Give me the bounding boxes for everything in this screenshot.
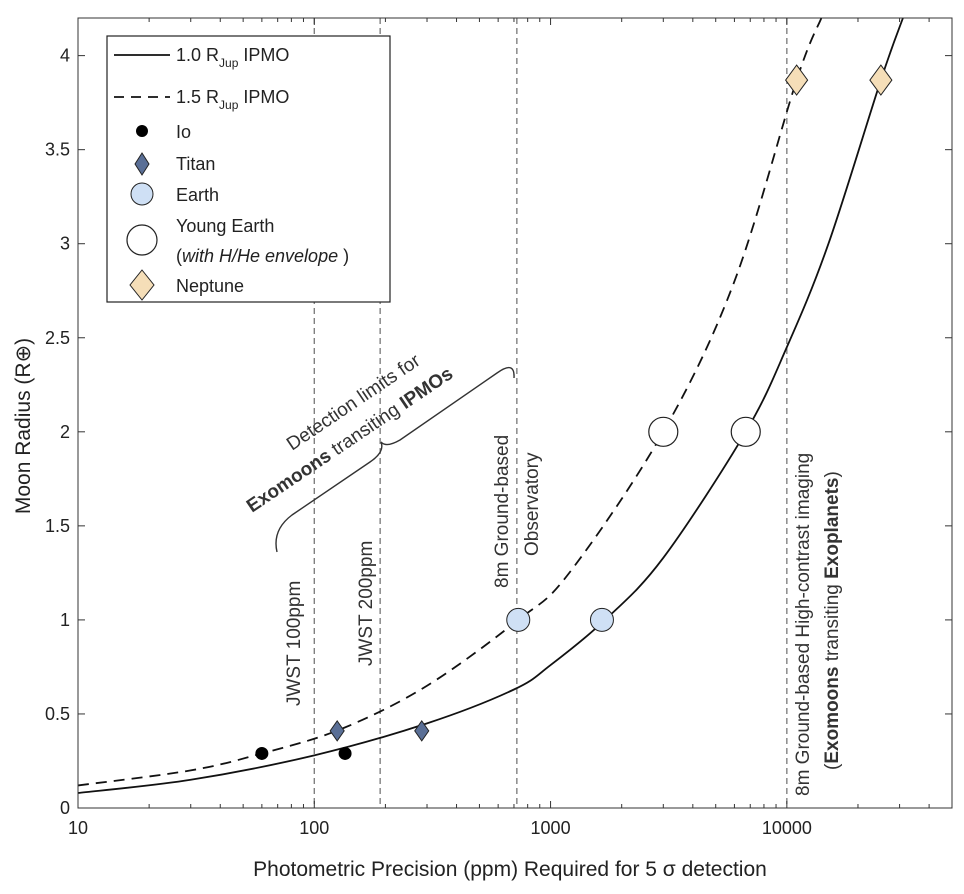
legend-young-earth-marker	[126, 224, 158, 256]
y-tick-label: 3	[60, 234, 70, 254]
vline-label-hc-2: (Exomoons transiting Exoplanets)	[822, 471, 843, 770]
y-tick-label: 0.5	[45, 704, 70, 724]
vline-label-ground-2: Observatory	[522, 452, 543, 556]
y-tick-label: 2	[60, 422, 70, 442]
plot-area	[78, 18, 904, 808]
x-tick-label: 100	[299, 818, 329, 838]
point-neptune-1	[869, 64, 893, 96]
curve-solid	[78, 18, 904, 794]
vline-label-hc-1: 8m Ground-based High-contrast imaging	[793, 453, 814, 796]
legend-neptune-label: Neptune	[176, 276, 244, 296]
point-io-0	[255, 746, 269, 760]
x-tick-label: 10	[68, 818, 88, 838]
legend-earth-marker	[130, 182, 154, 206]
legend-neptune-marker	[129, 269, 155, 301]
y-tick-label: 4	[60, 46, 70, 66]
plot-inner	[78, 18, 904, 808]
annotation-brace	[275, 366, 515, 553]
point-titan-0	[329, 720, 345, 742]
point-neptune-0	[785, 64, 809, 96]
legend-earth-label: Earth	[176, 185, 219, 205]
y-tick-label: 1	[60, 610, 70, 630]
y-tick-label: 2.5	[45, 328, 70, 348]
detection-limits-annotation: Detection limits for Exomoons transiting…	[243, 350, 515, 553]
y-axis-title: Moon Radius (R⊕)	[12, 338, 35, 514]
legend-box	[106, 35, 391, 303]
axes-frame	[77, 17, 953, 809]
legend-young-earth-label-2: (with H/He envelope )	[176, 246, 349, 266]
legend-dashed-label: 1.5 RJup IPMO	[176, 87, 289, 112]
x-axis-title: Photometric Precision (ppm) Required for…	[253, 858, 767, 881]
point-young-1	[730, 416, 761, 447]
point-earth-0	[506, 607, 531, 632]
legend-young-earth-label-1: Young Earth	[176, 216, 274, 236]
y-tick-label: 1.5	[45, 516, 70, 536]
point-young-0	[648, 416, 679, 447]
vline-label-ground-1: 8m Ground-based	[492, 435, 513, 588]
legend: 1.0 RJup IPMO 1.5 RJup IPMO Io Titan Ear…	[106, 35, 391, 303]
x-tick-label: 10000	[762, 818, 812, 838]
x-tick-label: 1000	[531, 818, 571, 838]
legend-solid-label: 1.0 RJup IPMO	[176, 45, 289, 70]
annotation-line-2: Exomoons transiting IPMOs	[243, 363, 457, 517]
legend-io-marker	[136, 125, 148, 137]
curve-dashed	[78, 18, 823, 787]
point-earth-1	[589, 607, 614, 632]
y-tick-label: 3.5	[45, 140, 70, 160]
y-tick-label: 0	[60, 798, 70, 818]
vline-label-jwst100: JWST 100ppm	[284, 581, 305, 706]
legend-titan-marker	[134, 152, 150, 176]
axes: 10 100 1000 10000 0 0.5 1 1.5 2 2.5 3 3.5 4	[45, 17, 953, 838]
legend-io-label: Io	[176, 122, 191, 142]
point-io-1	[338, 746, 352, 760]
point-titan-1	[414, 720, 430, 742]
legend-titan-label: Titan	[176, 154, 215, 174]
vline-label-jwst200: JWST 200ppm	[356, 541, 377, 666]
